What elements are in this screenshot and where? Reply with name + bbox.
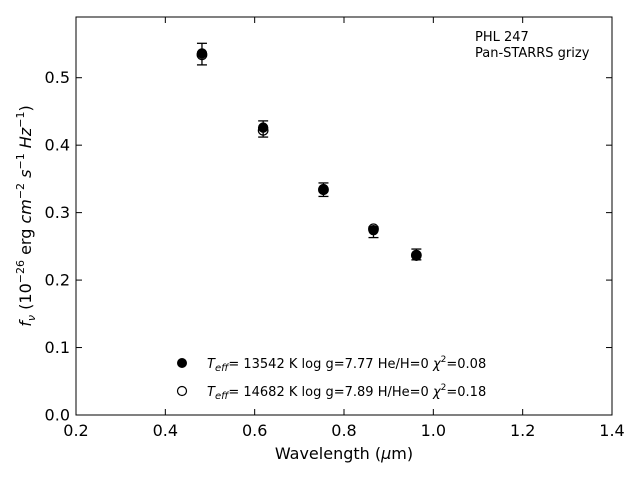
model-point-open — [318, 184, 329, 196]
y-tick-label: 0.1 — [45, 338, 70, 357]
x-tick-label: 1.2 — [510, 421, 535, 440]
x-tick-label: 0.4 — [153, 421, 178, 440]
error-bars — [196, 42, 422, 261]
legend-entry-1: Teff= 13542 K log g=7.77 He/H=0 χ2=0.08 — [207, 355, 486, 374]
y-tick-label: 0.5 — [45, 68, 70, 87]
annotation-object: PHL 247 — [475, 30, 529, 45]
legend: Teff= 13542 K log g=7.77 He/H=0 χ2=0.08 … — [176, 355, 486, 402]
model-point-open — [257, 124, 269, 136]
legend-entry-2: Teff= 14682 K log g=7.89 H/He=0 χ2=0.18 — [207, 383, 486, 402]
x-tick-label: 0.6 — [242, 421, 267, 440]
x-tick-label: 1.0 — [421, 421, 446, 440]
model-point-open — [410, 249, 422, 261]
y-tick-label: 0.4 — [45, 136, 70, 155]
y-tick-label: 0.3 — [45, 203, 70, 222]
x-axis-ticks: 0.2 0.4 0.6 0.8 1.0 1.2 1.4 — [63, 17, 625, 440]
legend-marker-open — [176, 385, 188, 397]
x-tick-label: 0.2 — [63, 421, 88, 440]
data-points — [196, 48, 422, 261]
x-axis-label: Wavelength (μm) — [275, 444, 413, 463]
plot-frame — [75, 16, 613, 416]
model-point-open — [196, 49, 208, 61]
annotation-survey: Pan-STARRS grizy — [475, 46, 590, 61]
model-point-open — [368, 223, 379, 235]
y-axis-label: fν (10−26 erg cm−2 s−1 Hz−1) — [14, 105, 38, 326]
y-tick-label: 0.2 — [45, 271, 70, 290]
x-tick-label: 0.8 — [331, 421, 356, 440]
y-tick-label: 0.0 — [45, 406, 70, 425]
y-axis-ticks: 0.0 0.1 0.2 0.3 0.4 0.5 — [45, 68, 612, 425]
legend-marker-filled — [177, 358, 187, 368]
x-tick-label: 1.4 — [599, 421, 624, 440]
